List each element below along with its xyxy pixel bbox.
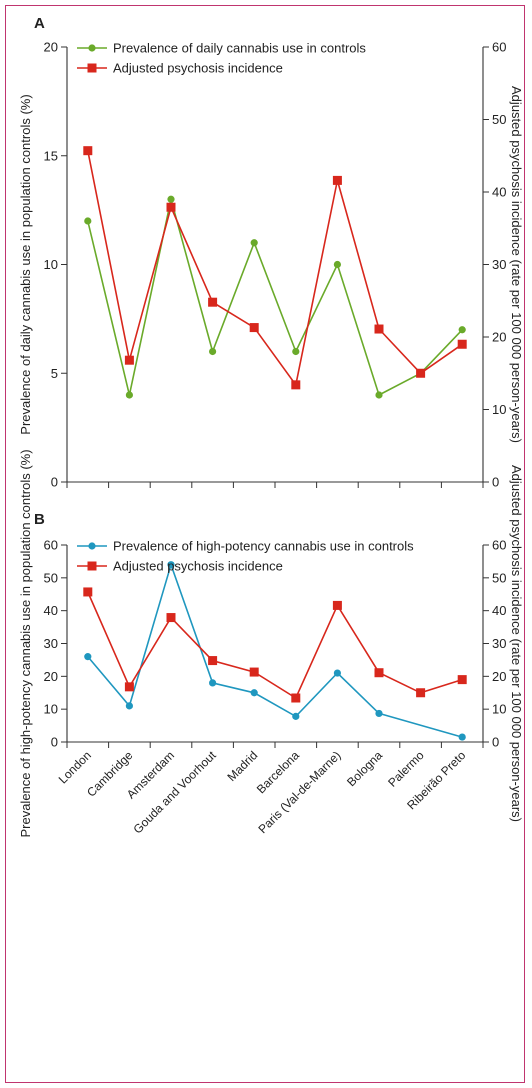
left-tick-label: 30 xyxy=(44,636,58,651)
x-tick-label: Palermo xyxy=(385,748,427,790)
data-point-circle xyxy=(292,712,300,720)
data-point-square xyxy=(208,656,218,666)
left-tick-label: 40 xyxy=(44,603,58,618)
data-point-circle xyxy=(292,347,300,356)
left-tick-label: 0 xyxy=(51,475,58,490)
right-tick-label: 60 xyxy=(492,40,506,55)
data-point-square xyxy=(124,682,134,692)
left-tick-label: 20 xyxy=(44,669,58,684)
data-point-square xyxy=(83,146,93,156)
data-point-square xyxy=(374,324,384,334)
panel-label: A xyxy=(34,15,45,32)
right-tick-label: 40 xyxy=(492,603,506,618)
data-point-circle xyxy=(375,391,383,399)
right-tick-label: 50 xyxy=(492,112,506,127)
data-point-circle xyxy=(84,217,92,225)
legend-label: Prevalence of daily cannabis use in cont… xyxy=(113,41,366,56)
x-tick-label: Madrid xyxy=(224,748,260,784)
data-point-circle xyxy=(125,702,133,710)
left-tick-label: 20 xyxy=(44,40,58,55)
data-point-square xyxy=(416,688,426,698)
data-point-circle xyxy=(458,733,466,741)
legend-label: Adjusted psychosis incidence xyxy=(113,559,283,574)
series-line-0 xyxy=(87,562,463,738)
left-axis-title: Prevalence of daily cannabis use in popu… xyxy=(18,94,33,434)
left-tick-label: 0 xyxy=(51,735,58,750)
legend-marker-square xyxy=(87,63,97,73)
series-line-0 xyxy=(87,199,463,397)
left-tick-label: 10 xyxy=(44,257,58,272)
data-point-square xyxy=(291,380,301,390)
right-axis-title: Adjusted psychosis incidence (rate per 1… xyxy=(509,465,524,822)
series-line-1 xyxy=(87,150,463,387)
data-point-square xyxy=(249,323,259,333)
data-point-square xyxy=(291,693,301,703)
right-tick-label: 50 xyxy=(492,570,506,585)
data-point-square xyxy=(457,675,467,685)
data-point-circle xyxy=(250,689,258,697)
data-point-circle xyxy=(125,391,133,399)
x-tick-label: Paris (Val-de-Marne) xyxy=(255,748,343,836)
legend-marker-square xyxy=(87,561,97,571)
left-tick-label: 15 xyxy=(44,148,58,163)
right-tick-label: 20 xyxy=(492,330,506,345)
left-tick-label: 60 xyxy=(44,538,58,553)
legend-label: Adjusted psychosis incidence xyxy=(113,61,283,76)
data-point-circle xyxy=(209,679,217,687)
right-tick-label: 10 xyxy=(492,402,506,417)
panel-label: B xyxy=(34,511,45,528)
right-tick-label: 10 xyxy=(492,702,506,717)
legend-marker-circle xyxy=(88,542,96,550)
data-point-square xyxy=(124,355,134,365)
data-point-square xyxy=(332,600,342,610)
legend-label: Prevalence of high-potency cannabis use … xyxy=(113,539,414,554)
data-point-circle xyxy=(250,239,258,247)
data-point-square xyxy=(249,667,259,677)
right-tick-label: 20 xyxy=(492,669,506,684)
x-tick-label: Bologna xyxy=(344,748,385,789)
data-point-circle xyxy=(167,195,175,203)
left-tick-label: 10 xyxy=(44,702,58,717)
x-tick-label: London xyxy=(56,748,94,786)
data-point-circle xyxy=(458,326,466,334)
data-point-square xyxy=(332,175,342,185)
data-point-square xyxy=(416,368,426,378)
data-point-circle xyxy=(167,561,175,569)
right-tick-label: 60 xyxy=(492,538,506,553)
data-point-square xyxy=(457,339,467,349)
legend-marker-circle xyxy=(88,44,96,52)
chart-panel-a: A 0 5 10 15 20 0 10 20 30 40 50 60 Prevalence of dail… xyxy=(18,15,524,490)
series-line-1 xyxy=(87,591,463,700)
data-point-square xyxy=(208,297,218,307)
data-point-circle xyxy=(333,669,341,677)
x-tick-label: Gouda and Voorhout xyxy=(130,748,219,837)
data-point-circle xyxy=(375,709,383,718)
chart-panel-b: B 0 10 20 30 40 50 60 0 10 20 30 40 50 60 Prevalence of… xyxy=(18,449,524,837)
left-tick-label: 5 xyxy=(51,366,58,381)
data-point-square xyxy=(374,668,384,678)
left-axis-title: Prevalence of high-potency cannabis use … xyxy=(18,449,33,837)
data-point-square xyxy=(83,587,93,597)
right-tick-label: 30 xyxy=(492,257,506,272)
data-point-square xyxy=(166,202,176,212)
right-tick-label: 30 xyxy=(492,636,506,651)
right-tick-label: 0 xyxy=(492,735,499,750)
right-tick-label: 40 xyxy=(492,185,506,200)
right-tick-label: 0 xyxy=(492,475,499,490)
figure-frame xyxy=(5,5,525,1083)
data-point-circle xyxy=(333,260,341,269)
data-point-square xyxy=(166,613,176,623)
right-axis-title: Adjusted psychosis incidence (rate per 1… xyxy=(509,86,524,443)
data-point-circle xyxy=(209,347,217,356)
left-tick-label: 50 xyxy=(44,570,58,585)
data-point-circle xyxy=(84,653,92,661)
